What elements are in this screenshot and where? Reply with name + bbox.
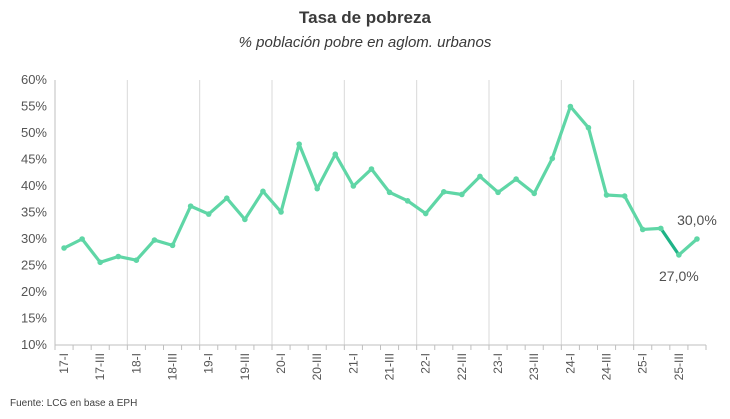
data-point	[332, 151, 339, 157]
y-tick-label: 60%	[21, 72, 47, 87]
y-tick-label: 30%	[21, 231, 47, 246]
data-point	[477, 173, 483, 180]
series-line-tail	[677, 237, 699, 257]
data-label: 27,0%	[659, 268, 699, 284]
data-point	[61, 245, 67, 251]
y-tick-label: 20%	[21, 284, 47, 299]
data-point	[386, 189, 393, 196]
x-tick-label: 22-I	[419, 353, 433, 374]
data-point	[151, 237, 158, 243]
data-point	[97, 259, 104, 266]
x-tick-label: 19-III	[238, 353, 252, 380]
x-tick-label: 22-III	[455, 353, 469, 380]
source-note: Fuente: LCG en base a EPH	[10, 398, 138, 409]
series-line-highlight	[659, 226, 681, 257]
y-tick-label: 50%	[21, 125, 47, 140]
data-point	[368, 166, 375, 172]
x-tick-label: 24-III	[600, 353, 614, 380]
data-point	[459, 191, 465, 198]
data-point	[549, 155, 556, 162]
y-tick-label: 45%	[21, 152, 47, 167]
data-labels: 30,0% 27,0%	[659, 212, 717, 284]
data-point	[531, 190, 538, 197]
x-tick-label: 18-III	[166, 353, 180, 380]
data-point	[242, 216, 248, 223]
data-point	[676, 252, 682, 258]
x-tick-label: 20-I	[274, 353, 288, 374]
x-tick-label: 25-III	[672, 353, 686, 380]
x-tick-label: 21-III	[383, 353, 397, 380]
data-point	[187, 203, 194, 209]
data-point	[79, 236, 85, 242]
chart-subtitle: % población pobre en aglom. urbanos	[238, 34, 492, 51]
y-tick-label: 10%	[21, 337, 47, 352]
data-point	[350, 183, 357, 189]
data-point	[513, 176, 519, 182]
y-tick-label: 40%	[21, 178, 47, 193]
y-axis-labels: 10% 15% 20% 25% 30% 35% 40% 45% 50% 55% 60%	[21, 72, 47, 352]
series-points	[61, 103, 700, 266]
x-axis-labels: 17-I 17-III 18-I 18-III 19-I 19-III 20-I 20-III…	[57, 353, 686, 380]
data-point	[115, 253, 122, 260]
data-point	[296, 141, 302, 147]
data-point	[567, 103, 574, 110]
x-tick-label: 20-III	[310, 353, 324, 380]
x-tick-label: 19-I	[202, 353, 216, 374]
data-point	[223, 195, 230, 201]
axes	[54, 80, 707, 350]
data-point	[404, 198, 411, 204]
gridlines	[126, 80, 635, 345]
x-tick-label: 17-I	[57, 353, 71, 374]
data-point	[205, 211, 212, 217]
x-tick-label: 23-III	[527, 353, 541, 380]
series-lines	[62, 104, 699, 264]
y-tick-label: 35%	[21, 205, 47, 220]
x-tick-label: 21-I	[346, 353, 360, 374]
x-tick-label: 23-I	[491, 353, 505, 374]
data-point	[639, 226, 646, 233]
y-tick-label: 25%	[21, 258, 47, 273]
y-tick-label: 15%	[21, 311, 47, 326]
data-point	[133, 257, 140, 264]
data-point	[694, 236, 700, 242]
data-point	[603, 192, 610, 198]
chart-title: Tasa de pobreza	[299, 8, 431, 27]
data-point	[440, 189, 447, 195]
data-point	[314, 185, 321, 192]
data-label: 30,0%	[677, 212, 717, 228]
x-tick-label: 17-III	[93, 353, 107, 380]
x-tick-label: 18-I	[129, 353, 143, 374]
data-point	[621, 193, 628, 199]
data-point	[585, 124, 592, 131]
series-line	[62, 104, 663, 264]
data-point	[169, 242, 176, 249]
x-tick-label: 24-I	[563, 353, 577, 374]
data-point	[495, 189, 501, 196]
data-point	[278, 209, 284, 215]
data-point	[657, 225, 664, 232]
data-point	[260, 188, 266, 195]
x-tick-label: 25-I	[636, 353, 650, 374]
y-tick-label: 55%	[21, 99, 47, 114]
data-point	[422, 210, 429, 217]
